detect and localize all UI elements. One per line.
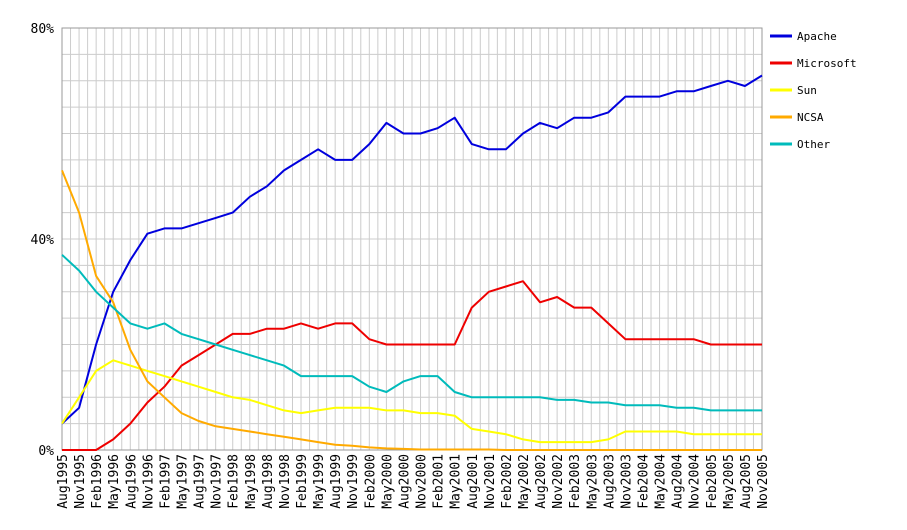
series-line-other bbox=[61, 254, 762, 412]
x-tick-label: Nov2000 bbox=[415, 454, 430, 509]
x-tick-label: May2005 bbox=[722, 454, 737, 509]
x-tick-label: Feb2004 bbox=[636, 454, 651, 509]
x-tick-label: Aug2004 bbox=[671, 454, 686, 509]
x-tick-label: May2001 bbox=[449, 454, 464, 509]
x-tick-label: Aug2005 bbox=[739, 454, 754, 509]
x-tick-label: Aug2000 bbox=[397, 454, 412, 509]
chart-grid bbox=[61, 27, 763, 451]
legend: Apache Microsoft Sun NCSA Other bbox=[770, 30, 857, 151]
x-tick-label: Aug2003 bbox=[602, 454, 617, 509]
x-tick-label: Nov2001 bbox=[483, 454, 498, 509]
x-tick-label: Feb1997 bbox=[158, 454, 173, 509]
series-line-ncsa bbox=[61, 170, 762, 451]
y-axis-ticks: 0% 40% 80% bbox=[31, 22, 55, 459]
y-tick-label: 0% bbox=[38, 444, 54, 459]
x-tick-label: May1996 bbox=[107, 454, 122, 509]
x-tick-label: Aug1995 bbox=[56, 454, 71, 509]
x-tick-label: Feb1999 bbox=[295, 454, 310, 509]
series-line-apache bbox=[61, 74, 763, 425]
y-tick-label: 80% bbox=[31, 22, 55, 37]
x-tick-label: May2000 bbox=[380, 454, 395, 509]
x-tick-label: Feb2001 bbox=[432, 454, 447, 509]
legend-label-ncsa: NCSA bbox=[797, 111, 824, 124]
x-tick-label: May2002 bbox=[517, 454, 532, 509]
legend-label-sun: Sun bbox=[797, 84, 817, 97]
x-tick-label: Aug1997 bbox=[193, 454, 208, 509]
series-lines bbox=[61, 74, 763, 451]
legend-label-apache: Apache bbox=[797, 30, 837, 43]
x-tick-label: May2003 bbox=[585, 454, 600, 509]
x-tick-label: May1999 bbox=[312, 454, 327, 509]
x-tick-label: Nov1999 bbox=[346, 454, 361, 509]
y-tick-label: 40% bbox=[31, 233, 55, 248]
x-tick-label: May1997 bbox=[176, 454, 191, 509]
x-tick-label: Nov2002 bbox=[551, 454, 566, 509]
series-line-microsoft bbox=[62, 280, 762, 451]
x-tick-label: May2004 bbox=[654, 454, 669, 509]
x-tick-label: Feb2005 bbox=[705, 454, 720, 509]
x-tick-label: Feb2003 bbox=[568, 454, 583, 509]
x-tick-label: Feb2002 bbox=[500, 454, 515, 509]
x-tick-label: Nov2005 bbox=[756, 454, 771, 509]
x-tick-label: Feb2000 bbox=[363, 454, 378, 509]
x-tick-label: Aug1998 bbox=[261, 454, 276, 509]
x-tick-label: May1998 bbox=[244, 454, 259, 509]
legend-label-other: Other bbox=[797, 138, 830, 151]
x-tick-label: Nov2004 bbox=[688, 454, 703, 509]
x-tick-label: Nov2003 bbox=[619, 454, 634, 509]
x-tick-label: Aug2001 bbox=[466, 454, 481, 509]
x-tick-label: Nov1995 bbox=[73, 454, 88, 509]
x-tick-label: Feb1998 bbox=[227, 454, 242, 509]
x-tick-label: Aug1996 bbox=[124, 454, 139, 509]
x-tick-label: Nov1996 bbox=[141, 454, 156, 509]
x-tick-label: Aug2002 bbox=[534, 454, 549, 509]
x-tick-label: Nov1998 bbox=[278, 454, 293, 509]
x-axis-ticks: Aug1995 Nov1995 Feb1996 May1996 Aug1996 Nov19… bbox=[56, 454, 771, 509]
legend-label-microsoft: Microsoft bbox=[797, 57, 857, 70]
x-tick-label: Nov1997 bbox=[210, 454, 225, 509]
series-line-sun bbox=[61, 359, 762, 444]
x-tick-label: Feb1996 bbox=[90, 454, 105, 509]
x-tick-label: Aug1999 bbox=[329, 454, 344, 509]
